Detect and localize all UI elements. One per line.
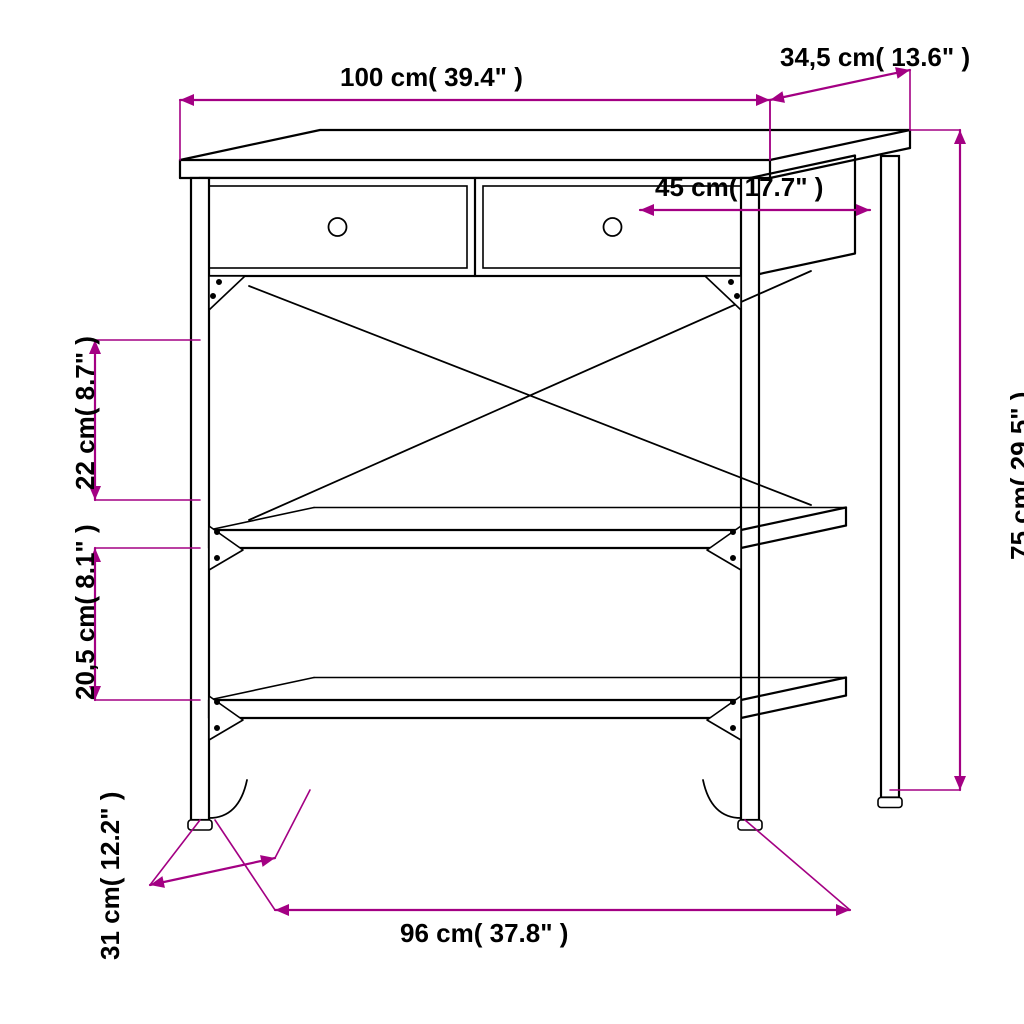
- diagram-svg: [0, 0, 1024, 1024]
- label-width-bottom: 96 cm( 37.8" ): [400, 918, 568, 949]
- label-depth-top: 34,5 cm( 13.6" ): [780, 42, 970, 73]
- label-shelf-upper: 22 cm( 8.7" ): [70, 336, 101, 490]
- diagram-stage: 100 cm( 39.4" ) 34,5 cm( 13.6" ) 45 cm( …: [0, 0, 1024, 1024]
- label-height-right: 75 cm( 29.5" ): [1005, 392, 1024, 560]
- label-foot-depth: 31 cm( 12.2" ): [95, 792, 126, 960]
- label-shelf-lower: 20,5 cm( 8.1" ): [70, 524, 101, 700]
- label-drawer: 45 cm( 17.7" ): [655, 172, 823, 203]
- label-width-top: 100 cm( 39.4" ): [340, 62, 523, 93]
